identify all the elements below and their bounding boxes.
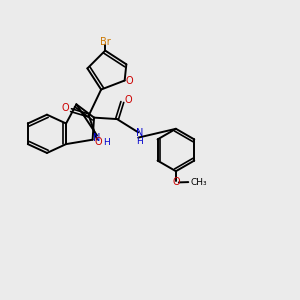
Text: N: N: [136, 128, 143, 138]
Text: CH₃: CH₃: [190, 178, 207, 187]
Text: N: N: [93, 134, 101, 143]
Text: H: H: [103, 138, 110, 147]
Text: O: O: [94, 137, 102, 147]
Text: Br: Br: [100, 37, 111, 47]
Text: O: O: [62, 103, 70, 113]
Text: O: O: [172, 177, 180, 187]
Text: O: O: [124, 94, 132, 105]
Text: O: O: [125, 76, 133, 86]
Text: H: H: [136, 137, 143, 146]
